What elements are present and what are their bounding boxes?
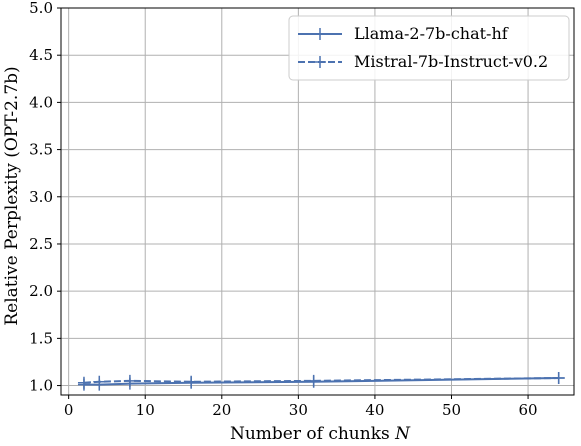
y-tick-label: 1.5 <box>29 329 53 347</box>
data-point-mistral <box>93 375 106 388</box>
data-point-mistral <box>123 374 136 387</box>
plot-series <box>77 372 565 391</box>
x-tick-label: 20 <box>212 401 231 419</box>
y-axis-label: Relative Perplexity (OPT-2.7b) <box>2 66 22 325</box>
data-point-mistral <box>307 374 320 387</box>
y-tick-label: 3.0 <box>29 188 53 206</box>
legend-box <box>288 15 570 81</box>
legend: Llama-2-7b-chat-hf Mistral-7b-Instruct-v… <box>288 15 570 81</box>
y-tick-label: 5.0 <box>29 0 53 17</box>
y-tick-label: 1.0 <box>29 377 53 395</box>
y-tick-label: 2.0 <box>29 282 53 300</box>
data-point-mistral <box>552 372 565 385</box>
axis-ticks: 0 10 20 30 40 50 60 1.0 1.5 2.0 2.5 3.0 3.5 4.0 4.5 5.0 <box>29 0 537 419</box>
x-tick-label: 40 <box>365 401 384 419</box>
legend-label-mistral: Mistral-7b-Instruct-v0.2 <box>354 52 548 71</box>
plot-frame <box>60 7 575 396</box>
x-tick-label: 10 <box>136 401 155 419</box>
y-tick-label: 3.5 <box>29 141 53 159</box>
x-tick-label: 0 <box>64 401 74 419</box>
x-tick-label: 30 <box>289 401 308 419</box>
x-tick-label: 60 <box>519 401 538 419</box>
data-point-mistral <box>77 376 90 389</box>
legend-entry-llama: Llama-2-7b-chat-hf <box>298 24 509 43</box>
data-point-mistral <box>185 375 198 388</box>
y-tick-label: 2.5 <box>29 235 53 253</box>
x-axis-label: Number of chunks N <box>230 424 411 444</box>
legend-label-llama: Llama-2-7b-chat-hf <box>354 24 509 43</box>
legend-marker-llama <box>314 28 326 40</box>
y-tick-label: 4.0 <box>29 93 53 111</box>
legend-entry-mistral: Mistral-7b-Instruct-v0.2 <box>298 52 548 71</box>
y-tick-label: 4.5 <box>29 46 53 64</box>
legend-marker-mistral <box>314 56 326 68</box>
x-tick-label: 50 <box>442 401 461 419</box>
